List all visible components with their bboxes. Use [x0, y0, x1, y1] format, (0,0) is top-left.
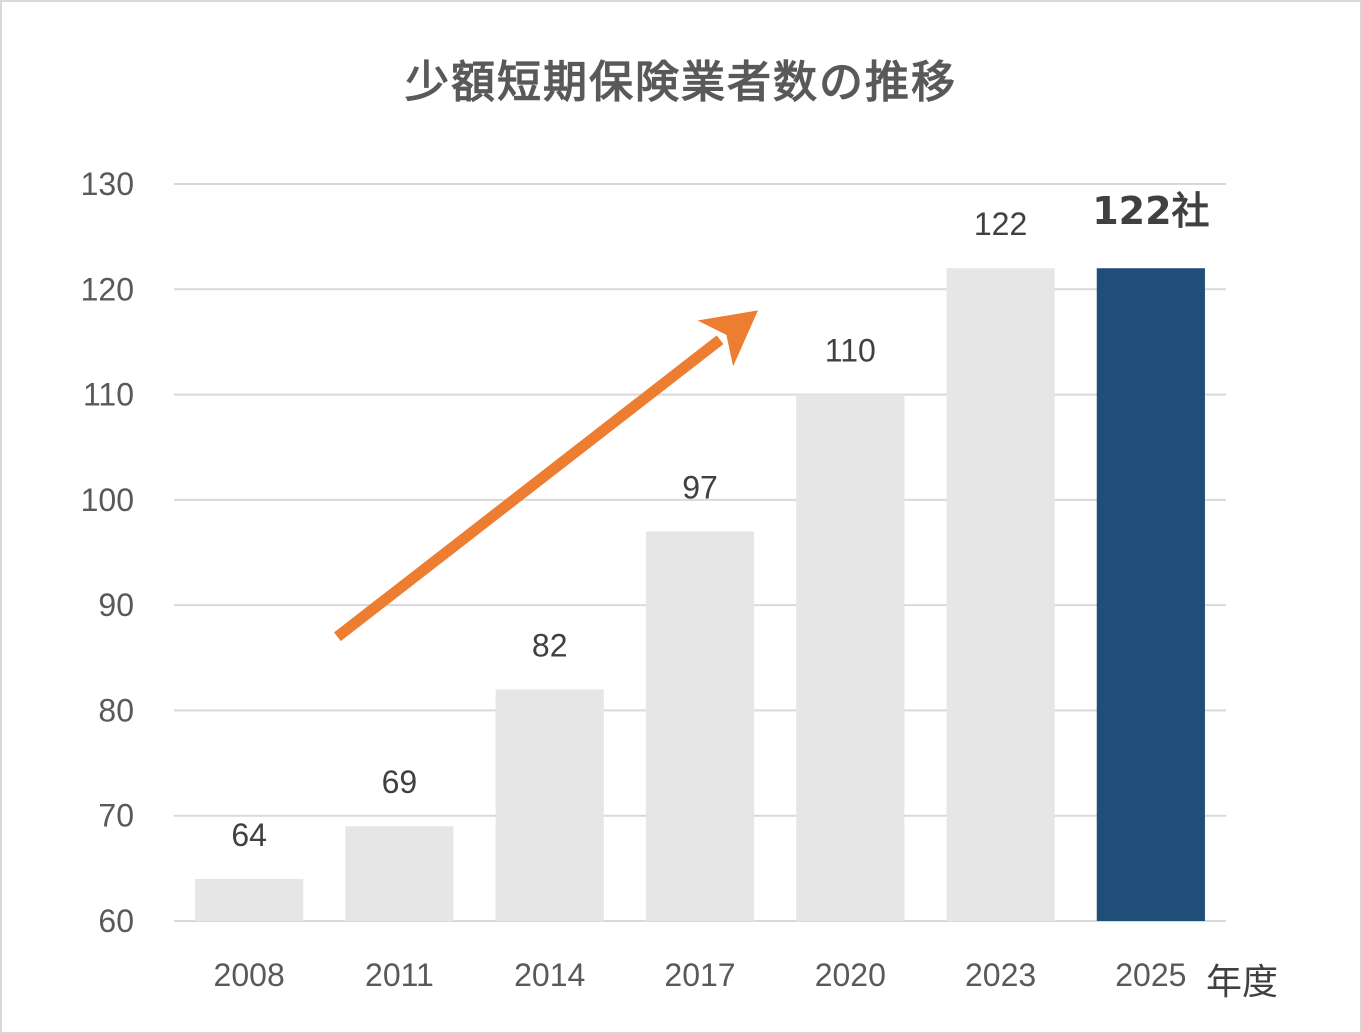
y-tick-label: 110	[83, 377, 134, 413]
x-tick-label: 2020	[815, 957, 886, 993]
y-tick-label: 100	[81, 482, 134, 518]
annotations	[334, 310, 758, 642]
y-tick-label: 130	[81, 166, 134, 202]
x-axis-unit-label: 年度	[1206, 962, 1278, 1003]
data-label: 122社	[1092, 189, 1209, 233]
trend-arrow-shaft	[334, 335, 724, 642]
y-tick-label: 90	[98, 587, 134, 623]
bar	[345, 826, 454, 921]
x-tick-label: 2008	[214, 957, 285, 993]
x-tick-label: 2025	[1115, 957, 1186, 993]
data-label: 82	[532, 627, 568, 663]
x-axis-ticks: 2008 2011 2014 2017 2020 2023 2025	[214, 957, 1187, 993]
x-tick-label: 2014	[514, 957, 585, 993]
bar	[946, 268, 1055, 921]
bar	[1096, 268, 1205, 921]
y-tick-label: 120	[81, 271, 134, 307]
chart-title: 少額短期保険業者数の推移	[405, 57, 957, 108]
trend-arrow-head	[697, 310, 758, 367]
x-tick-label: 2011	[365, 957, 434, 993]
bar	[796, 394, 905, 922]
y-tick-label: 70	[98, 798, 134, 834]
x-tick-label: 2017	[664, 957, 735, 993]
bar	[645, 531, 755, 921]
y-axis-ticks: 60 70 80 90 100 110 120 130	[81, 166, 134, 939]
bar	[495, 689, 604, 921]
data-label: 110	[825, 333, 876, 369]
data-labels: 64 69 82 97 110 122 122社	[231, 189, 1209, 853]
bar	[195, 878, 304, 921]
x-tick-label: 2023	[965, 957, 1036, 993]
data-label: 64	[231, 817, 267, 853]
data-label: 97	[682, 469, 718, 505]
bars	[195, 268, 1205, 922]
y-tick-label: 80	[98, 692, 134, 728]
data-label: 69	[382, 764, 418, 800]
data-label: 122	[974, 206, 1027, 242]
y-tick-label: 60	[98, 903, 134, 939]
